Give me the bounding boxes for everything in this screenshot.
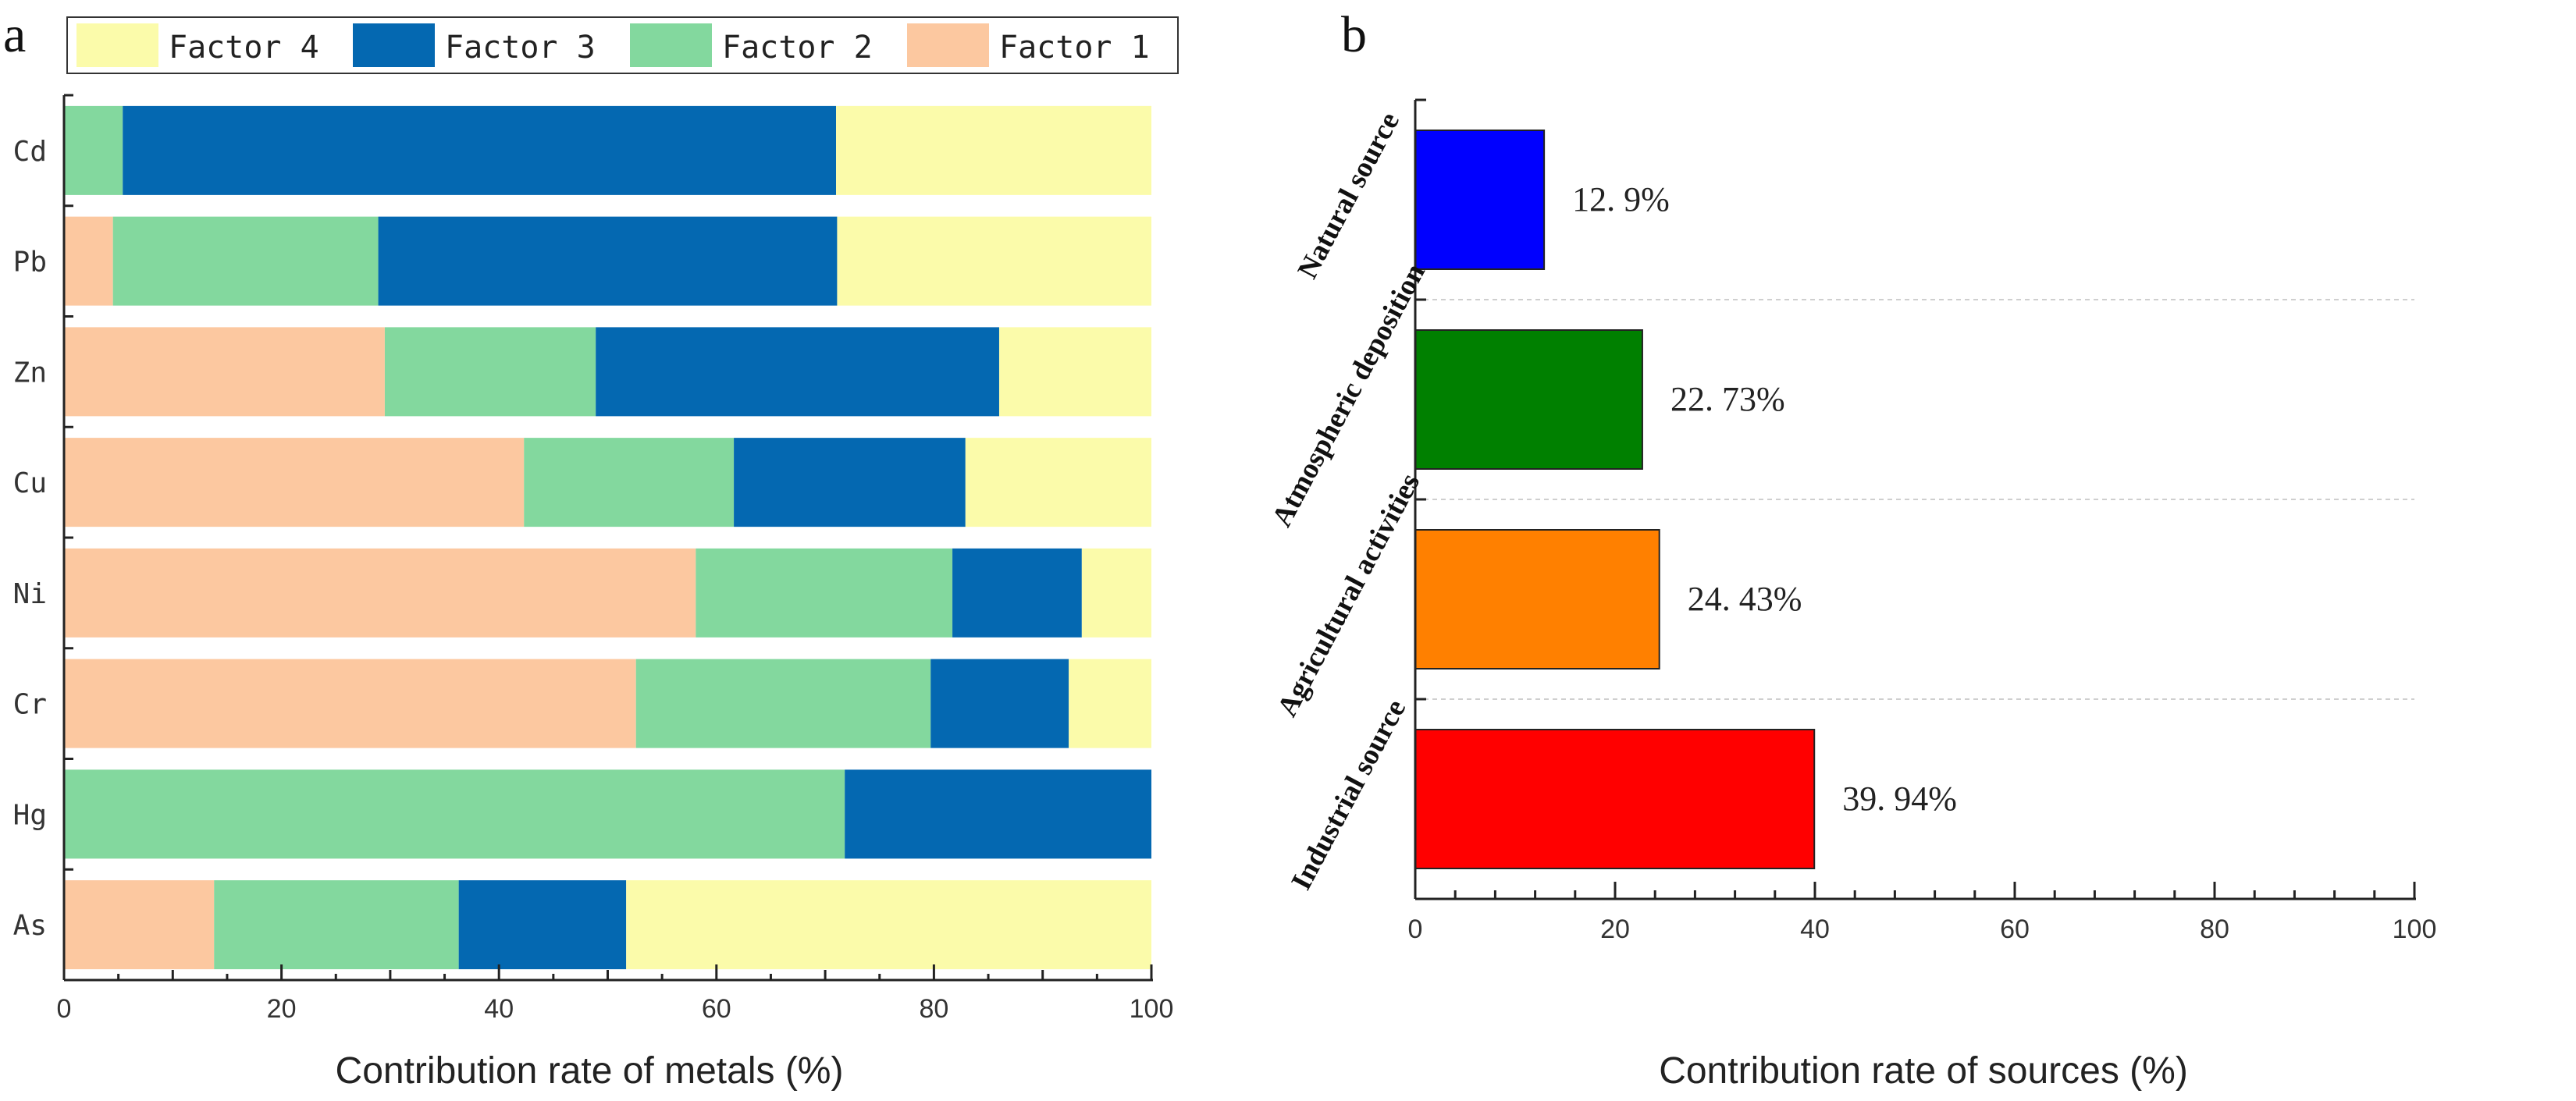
bar-hg-factor-3 bbox=[845, 769, 1151, 859]
bar-cd-factor-2 bbox=[64, 105, 123, 195]
value-label-industrial-source: 39. 94% bbox=[1842, 780, 1957, 818]
bar-cr-factor-2 bbox=[635, 659, 931, 748]
value-label-atmospheric-deposition: 22. 73% bbox=[1670, 380, 1785, 418]
y-tick-label-cd: Cd bbox=[13, 136, 47, 168]
y-tick-label-hg: Hg bbox=[13, 799, 47, 831]
bar-pb-factor-1 bbox=[64, 216, 113, 306]
value-label-agricultural-activities: 24. 43% bbox=[1688, 580, 1802, 618]
legend-label-factor-4: Factor 4 bbox=[169, 30, 319, 66]
bar-cu-factor-2 bbox=[524, 438, 735, 527]
bar-ni-factor-3 bbox=[952, 548, 1082, 638]
bar-cd-factor-4 bbox=[836, 105, 1151, 195]
bar-as-factor-3 bbox=[458, 880, 627, 970]
x-tick-label-60: 60 bbox=[2000, 915, 2030, 944]
bar-cd-factor-3 bbox=[123, 105, 837, 195]
bar-hg-factor-2 bbox=[64, 769, 845, 859]
chart-b-gridlines bbox=[1415, 299, 2414, 700]
legend-label-factor-1: Factor 1 bbox=[999, 30, 1150, 66]
x-tick-label-20: 20 bbox=[1600, 915, 1630, 944]
bar-cu-factor-1 bbox=[64, 438, 525, 527]
bar-agricultural-activities bbox=[1414, 529, 1660, 669]
bar-pb-factor-2 bbox=[112, 216, 379, 306]
x-tick-label-40: 40 bbox=[484, 994, 514, 1024]
y-tick-label-ni: Ni bbox=[13, 578, 47, 610]
chart-b-x-axis-label: Contribution rate of sources (%) bbox=[1659, 1050, 2188, 1092]
x-tick-label-100: 100 bbox=[1130, 994, 1174, 1024]
bar-as-factor-2 bbox=[214, 880, 459, 970]
chart-a-axes: Cd Pb Zn Cu Ni Cr Hg As 0 20 40 60 80 100 bbox=[13, 94, 1174, 1024]
x-tick-label-80: 80 bbox=[2200, 915, 2229, 944]
bar-pb-factor-4 bbox=[837, 216, 1151, 306]
legend-label-factor-2: Factor 2 bbox=[722, 30, 873, 66]
legend-swatch-factor-2 bbox=[630, 23, 712, 67]
bar-industrial-source bbox=[1414, 729, 1816, 869]
bar-cu-factor-4 bbox=[965, 438, 1151, 527]
legend-swatch-factor-1 bbox=[907, 23, 989, 67]
bar-cr-factor-4 bbox=[1069, 659, 1151, 748]
chart-a-legend: Factor 4 Factor 3 Factor 2 Factor 1 bbox=[66, 16, 1179, 74]
chart-a-stacked-metals: Factor 4 Factor 3 Factor 2 Factor 1 CdPbZnC… bbox=[13, 16, 1179, 1092]
chart-a-x-axis-label: Contribution rate of metals (%) bbox=[336, 1050, 844, 1092]
legend-swatch-factor-4 bbox=[76, 23, 158, 67]
legend-label-factor-3: Factor 3 bbox=[445, 30, 596, 66]
x-tick-label-60: 60 bbox=[702, 994, 731, 1024]
chart-a-bars bbox=[64, 105, 1151, 970]
y-tick-label-as: As bbox=[13, 910, 47, 942]
bar-ni-factor-2 bbox=[696, 548, 953, 638]
y-tick-label-cr: Cr bbox=[13, 689, 47, 721]
bar-ni-factor-1 bbox=[64, 548, 696, 638]
bar-zn-factor-2 bbox=[384, 327, 596, 417]
x-tick-label-20: 20 bbox=[267, 994, 297, 1024]
chart-b-bars: 12. 9% 22. 73% 24. 43% 39. 94% bbox=[1414, 130, 1957, 869]
bar-ni-factor-4 bbox=[1081, 548, 1151, 638]
panel-a-letter: a bbox=[3, 6, 26, 63]
y-tick-label-cu: Cu bbox=[13, 467, 47, 499]
panel-b-letter: b bbox=[1341, 6, 1367, 63]
bar-atmospheric-deposition bbox=[1414, 329, 1643, 470]
x-tick-label-0: 0 bbox=[57, 994, 72, 1024]
bar-zn-factor-1 bbox=[64, 327, 385, 417]
bar-as-factor-4 bbox=[626, 880, 1151, 970]
legend-box bbox=[66, 16, 1179, 74]
x-tick-label-40: 40 bbox=[1800, 915, 1830, 944]
legend-swatch-factor-3 bbox=[353, 23, 435, 67]
x-tick-label-100: 100 bbox=[2393, 915, 2437, 944]
bar-as-factor-1 bbox=[64, 880, 215, 970]
bar-zn-factor-3 bbox=[596, 327, 999, 417]
bar-cr-factor-1 bbox=[64, 659, 636, 748]
bar-pb-factor-3 bbox=[378, 216, 838, 306]
y-tick-label-pb: Pb bbox=[13, 247, 47, 279]
bar-cr-factor-3 bbox=[930, 659, 1069, 748]
bar-natural-source bbox=[1414, 130, 1546, 270]
value-label-natural-source: 12. 9% bbox=[1572, 180, 1670, 218]
x-tick-label-0: 0 bbox=[1408, 915, 1423, 944]
x-tick-label-80: 80 bbox=[919, 994, 948, 1024]
y-category-label-industrial-source: Industrial source bbox=[1285, 694, 1412, 895]
chart-b-source-contribution: 12. 9% 22. 73% 24. 43% 39. 94% Natural sour… bbox=[1266, 98, 2437, 1092]
bar-zn-factor-4 bbox=[998, 327, 1151, 417]
y-tick-label-zn: Zn bbox=[13, 357, 47, 389]
y-category-label-natural-source: Natural source bbox=[1292, 107, 1406, 283]
bar-cu-factor-3 bbox=[734, 438, 966, 527]
